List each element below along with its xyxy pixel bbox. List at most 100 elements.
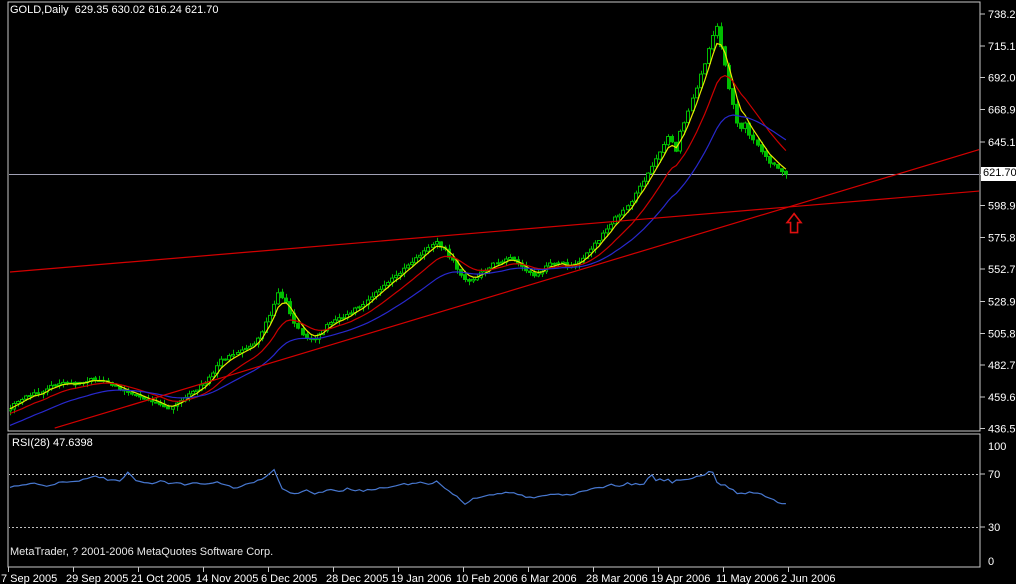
bull-candle-body [154,401,158,404]
time-axis-label: 10 Feb 2006 [456,573,518,584]
lower-support-trendline [54,148,979,429]
bear-candle-body [552,262,556,265]
bull-candle-body [422,250,426,256]
rsi-line [9,468,786,506]
bull-candle-body [195,389,199,393]
bear-candle-body [751,134,755,141]
bear-candle-body [760,144,764,153]
bear-candle-body [532,272,536,277]
bull-candle-body [646,172,650,182]
bear-candle-body [496,262,500,265]
bear-candle-body [65,381,69,384]
bull-candle-body [556,262,560,265]
bull-candle-body [642,180,646,187]
candles-layer [9,22,788,416]
bull-candle-body [691,97,695,112]
rsi-layers [9,468,979,528]
bull-candle-body [390,277,394,283]
price-axis-label: 715.10 [988,41,1016,53]
bull-candle-body [240,349,244,354]
bull-candle-body [329,322,333,325]
price-axis-label: 692.00 [988,73,1016,85]
bull-candle-body [613,216,617,225]
bull-candle-body [20,399,24,403]
time-axis-label: 11 May 2006 [716,573,779,584]
bear-candle-body [768,155,772,164]
bull-candle-body [707,48,711,64]
fast-ma-line [9,42,787,410]
bull-candle-body [227,355,231,361]
bull-candle-body [24,395,28,400]
time-axis-label: 14 Nov 2005 [196,573,258,584]
bull-candle-body [361,304,365,308]
bear-candle-body [53,384,57,387]
bull-candle-body [317,333,321,340]
bear-candle-body [731,88,735,105]
upper-resistance-trendline [9,190,979,273]
bull-candle-body [9,408,12,412]
bull-candle-body [435,241,439,245]
bear-candle-body [780,168,784,173]
bull-candle-body [357,306,361,309]
bear-candle-body [528,270,532,274]
bull-candle-body [32,392,36,396]
bull-candle-body [471,278,475,282]
price-axis-label: 738.20 [988,9,1016,21]
bull-candle-body [743,122,747,130]
bull-candle-body [431,244,435,248]
rsi-pane[interactable] [7,433,981,568]
rsi-axis-label: 30 [988,522,1000,534]
time-axis-label: 2 Jun 2006 [781,573,835,584]
bull-candle-body [626,205,630,211]
bull-candle-body [630,201,634,207]
bull-candle-body [16,401,20,405]
bull-candle-body [605,228,609,234]
bull-candle-body [394,274,398,279]
bull-candle-body [548,262,552,267]
bull-candle-body [597,240,601,244]
bull-candle-body [276,292,280,305]
bull-candle-body [695,87,699,99]
time-axis-label: 29 Sep 2005 [66,573,128,584]
time-axis-label: 21 Oct 2005 [131,573,191,584]
rsi-axis[interactable]: 100 70 30 0 [980,441,1006,568]
rsi-axis-label: 0 [988,556,994,568]
bull-candle-body [686,110,690,124]
bull-candle-body [248,345,252,349]
bull-candle-body [171,406,175,410]
bull-candle-body [715,25,719,37]
bull-candle-body [621,209,625,216]
price-axis[interactable]: 738.20 715.10 692.00 668.90 645.10 598.90 575.… [980,9,1016,436]
bear-candle-body [756,139,760,146]
bear-candle-body [764,150,768,158]
bull-candle-body [508,257,512,260]
bull-candle-body [231,354,235,357]
bull-candle-body [337,317,341,321]
main-price-pane[interactable] [7,1,981,432]
bear-candle-body [223,358,227,361]
bull-candle-body [386,282,390,286]
price-axis-label: 575.80 [988,232,1016,244]
up-arrow-annotation [785,212,803,234]
bear-candle-body [150,400,154,403]
bull-candle-body [601,232,605,241]
price-axis-label: 552.70 [988,264,1016,276]
time-axis[interactable]: 7 Sep 2005 29 Sep 2005 21 Oct 2005 14 Nov 2… [1,567,835,584]
bull-candle-body [662,144,666,153]
bear-candle-body [280,291,284,299]
bull-candle-body [28,395,32,397]
price-axis-label: 528.90 [988,297,1016,309]
price-axis-label: 436.50 [988,424,1016,436]
bull-candle-body [500,261,504,264]
bear-candle-body [126,390,130,393]
bull-candle-body [398,272,402,276]
bull-candle-body [325,324,329,332]
bull-candle-body [333,319,337,324]
bear-candle-body [739,122,743,129]
bull-candle-body [638,185,642,194]
bear-candle-body [463,274,467,281]
bull-candle-body [244,347,248,351]
bear-candle-body [134,394,138,397]
bull-candle-body [236,352,240,355]
